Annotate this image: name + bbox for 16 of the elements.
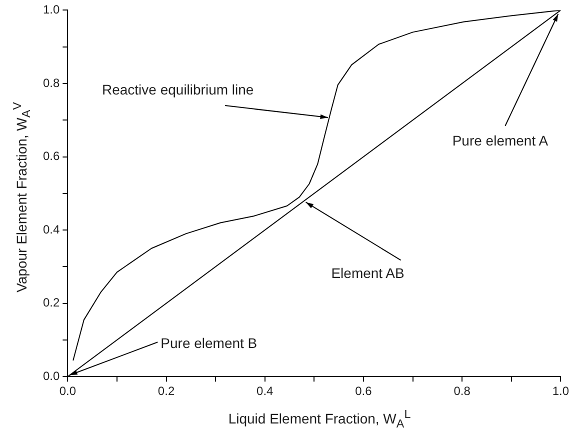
y-tick-label: 0.8	[42, 76, 60, 90]
y-tick-label: 0.0	[42, 368, 60, 383]
annotation: Pure element A	[452, 132, 549, 149]
y-tick-label: 1.0	[42, 2, 60, 17]
x-tick-label: 0.8	[454, 384, 471, 398]
x-tick-label: 1.0	[552, 384, 570, 398]
y-tick-label: 0.6	[42, 149, 60, 164]
y-tick-label: 0.4	[42, 222, 60, 236]
x-tick-label: 0.2	[158, 384, 175, 398]
annotation: Element AB	[331, 265, 404, 282]
x-tick-label: 0.6	[355, 384, 372, 398]
y-tick-label: 0.2	[42, 296, 60, 310]
x-tick-label: 0.4	[256, 384, 274, 398]
x-tick-label: 0.0	[59, 384, 76, 398]
annotation: Reactive equilibrium line	[102, 81, 254, 98]
annotation: Pure element B	[160, 334, 258, 351]
